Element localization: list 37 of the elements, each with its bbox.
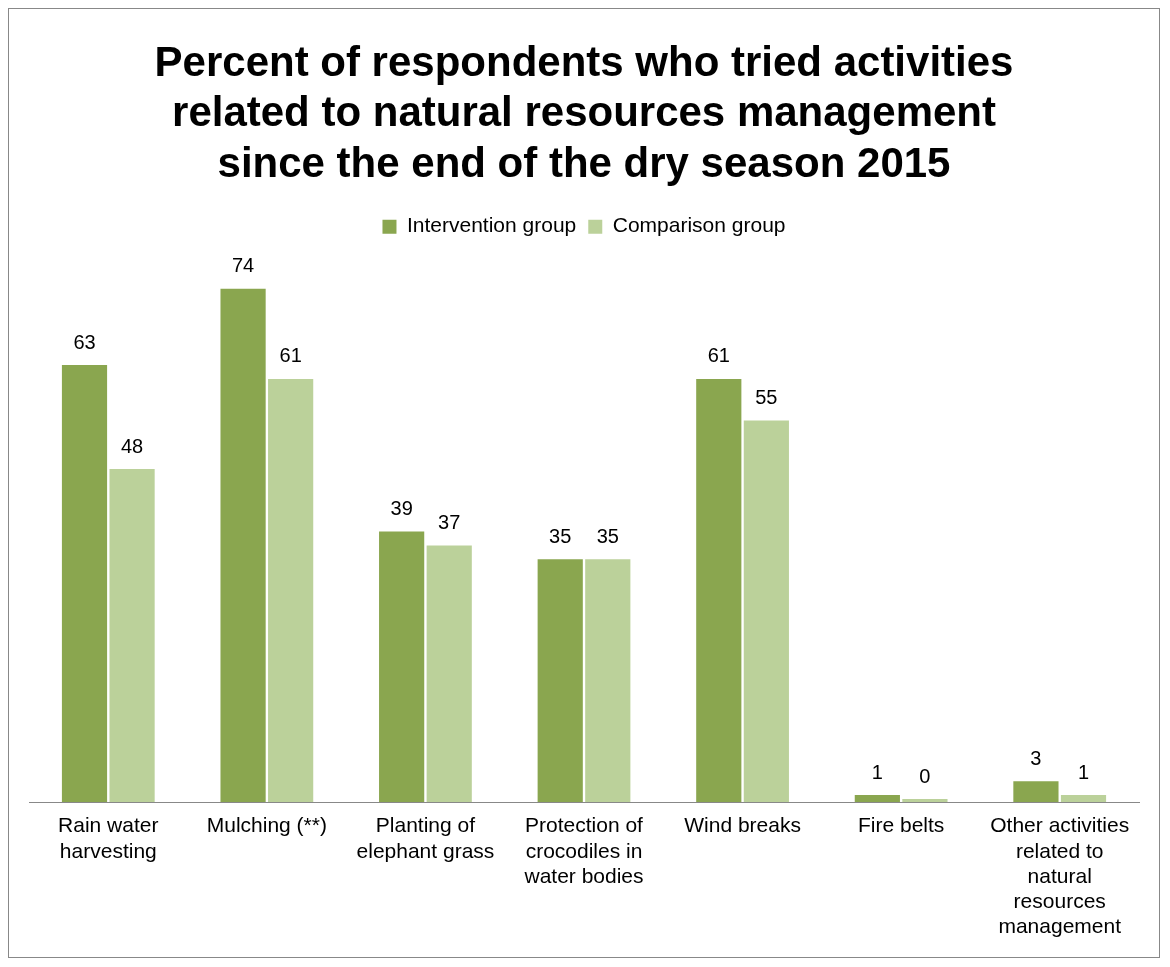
bar	[537, 559, 583, 802]
x-tick-label: Mulching (**)	[206, 813, 327, 837]
data-label: 55	[755, 386, 778, 409]
bar	[743, 420, 789, 802]
bar	[696, 378, 742, 802]
bar	[379, 531, 425, 802]
bar	[854, 795, 900, 802]
data-label: 48	[120, 434, 144, 457]
legend-label: Intervention group	[406, 213, 577, 237]
data-label: 3	[1030, 746, 1042, 769]
data-label: 74	[231, 254, 255, 277]
data-label: 37	[438, 510, 461, 533]
x-tick-label: Other activities related to natural resources management	[990, 813, 1130, 938]
data-label: 1	[1077, 760, 1090, 783]
x-tick-label: Protection of crocodiles in water bodies	[523, 813, 644, 887]
bar	[1013, 781, 1059, 802]
data-label: 39	[390, 497, 413, 520]
data-label: 61	[707, 344, 730, 367]
bar	[61, 365, 108, 802]
bar	[220, 288, 266, 802]
data-label: 35	[549, 524, 572, 547]
x-tick-label: Fire belts	[857, 813, 945, 837]
data-label: 61	[279, 344, 302, 367]
chart-title: Percent of respondents who tried activities related to natural resources management since the end of the dry season 2015	[154, 37, 1014, 186]
bar	[1060, 795, 1107, 802]
bar	[268, 378, 314, 802]
data-label: 35	[596, 524, 619, 547]
data-label: 63	[73, 330, 96, 353]
bar	[109, 469, 155, 802]
data-label: 0	[919, 764, 931, 787]
bar	[426, 545, 472, 802]
x-tick-label: Planting of elephant grass	[356, 813, 495, 862]
x-tick-label: Wind breaks	[684, 813, 801, 837]
bar	[585, 559, 631, 802]
data-label: 1	[871, 760, 883, 783]
legend-label: Comparison group	[612, 213, 786, 237]
x-tick-label: Rain water harvesting	[58, 813, 159, 862]
